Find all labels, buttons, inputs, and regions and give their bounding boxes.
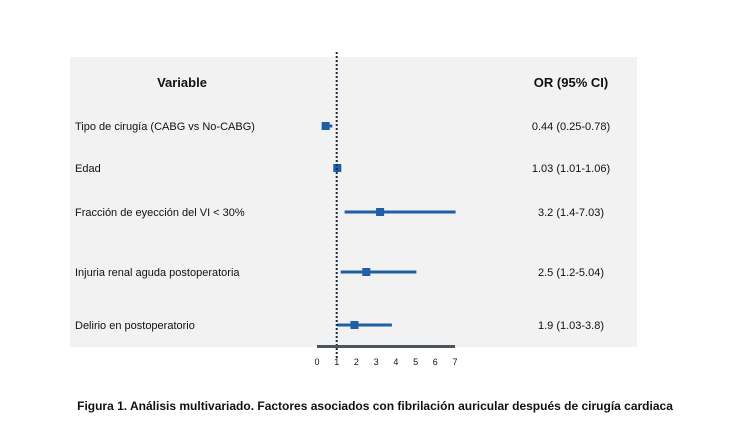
x-axis-ticks: 0 1 2 3 4 5 6 7: [314, 357, 457, 367]
x-tick-label: 6: [433, 357, 438, 367]
or-value: 1.03 (1.01-1.06): [532, 163, 610, 175]
or-value: 1.9 (1.03-3.8): [538, 320, 604, 332]
x-tick-label: 3: [374, 357, 379, 367]
x-tick-label: 4: [393, 357, 398, 367]
or-marker: [362, 268, 371, 276]
row-label: Delirio en postoperatorio: [75, 320, 195, 332]
or-value: 3.2 (1.4-7.03): [538, 207, 604, 219]
header-variable: Variable: [157, 75, 207, 90]
or-marker: [350, 321, 359, 329]
x-tick-label: 0: [314, 357, 319, 367]
or-value: 0.44 (0.25-0.78): [532, 121, 610, 133]
forest-rows: Tipo de cirugía (CABG vs No-CABG) 0.44 (0…: [75, 121, 610, 332]
or-value: 2.5 (1.2-5.04): [538, 267, 604, 279]
row-label: Fracción de eyección del VI < 30%: [75, 207, 245, 219]
x-tick-label: 7: [452, 357, 457, 367]
forest-plot-panel: Variable OR (95% CI) Tipo de cirugía (CA…: [70, 57, 637, 347]
x-tick-label: 1: [334, 357, 339, 367]
row-label: Tipo de cirugía (CABG vs No-CABG): [75, 121, 255, 133]
header-or: OR (95% CI): [534, 75, 608, 90]
x-tick-label: 5: [413, 357, 418, 367]
row-label: Injuria renal aguda postoperatoria: [75, 267, 240, 279]
row-label: Edad: [75, 163, 101, 175]
forest-plot: Variable OR (95% CI) Tipo de cirugía (CA…: [75, 75, 610, 332]
figure-caption: Figura 1. Análisis multivariado. Factore…: [77, 399, 673, 413]
or-marker: [376, 208, 385, 216]
or-marker: [321, 122, 330, 130]
x-tick-label: 2: [354, 357, 359, 367]
or-marker: [333, 164, 342, 172]
